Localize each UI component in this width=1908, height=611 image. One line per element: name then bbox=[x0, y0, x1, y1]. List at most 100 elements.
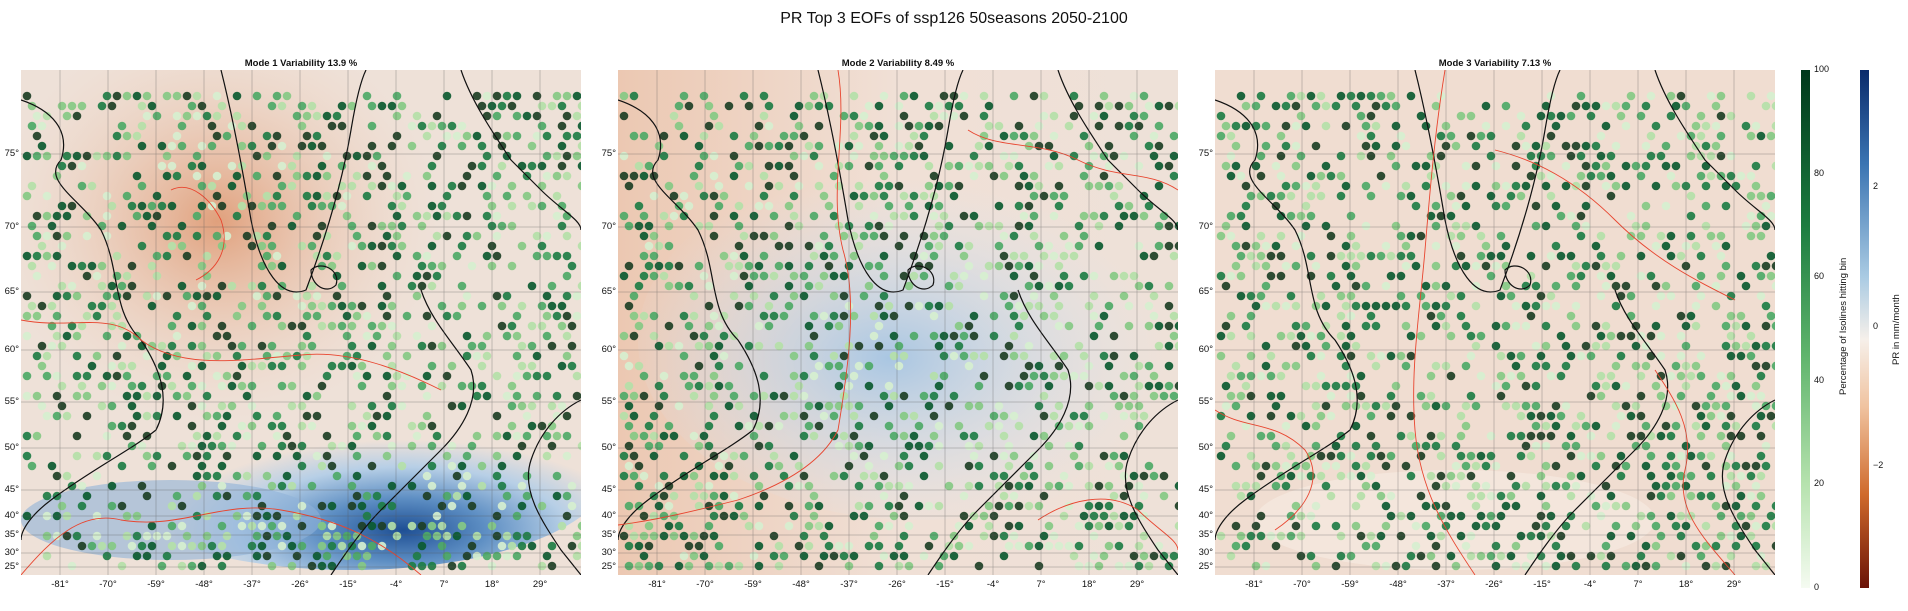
isoline-bin-dot bbox=[904, 281, 914, 291]
isoline-bin-dot bbox=[417, 561, 427, 571]
isoline-bin-dot bbox=[382, 411, 392, 421]
isoline-bin-dot bbox=[372, 491, 382, 501]
gridlines bbox=[21, 70, 581, 575]
isoline-bin-dot bbox=[769, 531, 779, 541]
isoline-bin-dot bbox=[1266, 271, 1276, 281]
isoline-bin-dot bbox=[654, 341, 664, 351]
isoline-bin-dot bbox=[944, 221, 954, 231]
isoline-bin-dot bbox=[492, 291, 502, 301]
isoline-bin-dot bbox=[1666, 111, 1676, 121]
isoline-bin-dot bbox=[297, 321, 307, 331]
isoline-bin-dot bbox=[1486, 271, 1496, 281]
isoline-bin-dot bbox=[1581, 221, 1591, 231]
isoline-bin-dot bbox=[999, 411, 1009, 421]
isoline-bin-dot bbox=[562, 131, 572, 141]
isoline-bin-dot bbox=[979, 371, 989, 381]
isoline-bin-dot bbox=[1606, 431, 1616, 441]
isoline-bin-dot bbox=[1094, 241, 1104, 251]
isoline-bin-dot bbox=[1591, 381, 1601, 391]
isoline-bin-dot bbox=[1491, 321, 1501, 331]
isoline-bin-dot bbox=[347, 181, 357, 191]
isoline-bin-dot bbox=[1771, 361, 1775, 371]
isoline-bin-dot bbox=[1541, 261, 1551, 271]
isoline-bin-dot bbox=[292, 211, 302, 221]
isoline-bin-dot bbox=[1291, 141, 1301, 151]
isoline-bin-dot bbox=[629, 131, 639, 141]
isoline-bin-dot bbox=[272, 131, 282, 141]
isoline-bin-dot bbox=[1366, 471, 1376, 481]
panel-title: Mode 2 Variability 8.49 % bbox=[841, 58, 955, 69]
isoline-bin-dot bbox=[1766, 271, 1775, 281]
isoline-bin-dot bbox=[22, 331, 32, 341]
isoline-bin-dot bbox=[502, 131, 512, 141]
isoline-bin-dot bbox=[1516, 131, 1526, 141]
isoline-bin-dot bbox=[1641, 561, 1651, 571]
isoline-bin-dot bbox=[42, 531, 52, 541]
isoline-bin-dot bbox=[1466, 391, 1476, 401]
isoline-bin-dot bbox=[1711, 101, 1721, 111]
isoline-bin-dot bbox=[72, 371, 82, 381]
isoline-bin-dot bbox=[664, 521, 674, 531]
isoline-bin-dot bbox=[1149, 291, 1159, 301]
isoline-bin-dot bbox=[854, 481, 864, 491]
isoline-bin-dot bbox=[492, 551, 502, 561]
isoline-bin-dot bbox=[362, 91, 372, 101]
isoline-bin-dot bbox=[674, 401, 684, 411]
isoline-bin-dot bbox=[894, 561, 904, 571]
isoline-bin-dot bbox=[182, 371, 192, 381]
isoline-bin-dot bbox=[784, 521, 794, 531]
isoline-bin-dot bbox=[1696, 371, 1706, 381]
isoline-bin-dot bbox=[654, 481, 664, 491]
isoline-bin-dot bbox=[1651, 241, 1661, 251]
isoline-bin-dot bbox=[1074, 421, 1084, 431]
isoline-bin-dot bbox=[644, 421, 654, 431]
isoline-bin-dot bbox=[1406, 431, 1416, 441]
isoline-bin-dot bbox=[52, 171, 62, 181]
isoline-bin-dot bbox=[769, 311, 779, 321]
isoline-bin-dot bbox=[1606, 151, 1616, 161]
isoline-bin-dot bbox=[1014, 421, 1024, 431]
isoline-bin-dot bbox=[644, 241, 654, 251]
isoline-bin-dot bbox=[1169, 131, 1178, 141]
isoline-bin-dot bbox=[1666, 451, 1676, 461]
isoline-bin-dot bbox=[577, 101, 581, 111]
isoline-bin-dot bbox=[879, 171, 889, 181]
isoline-bin-dot bbox=[1351, 501, 1361, 511]
isoline-bin-dot bbox=[1531, 281, 1541, 291]
isoline-bin-dot bbox=[342, 311, 352, 321]
isoline-bin-dot bbox=[1029, 271, 1039, 281]
isoline-bin-dot bbox=[1706, 151, 1716, 161]
isoline-bin-dot bbox=[909, 271, 919, 281]
isoline-bin-dot bbox=[879, 491, 889, 501]
isoline-bin-dot bbox=[929, 251, 939, 261]
isoline-bin-dot bbox=[187, 381, 197, 391]
isoline-bin-dot bbox=[1356, 371, 1366, 381]
isoline-bin-dot bbox=[407, 521, 417, 531]
isoline-bin-dot bbox=[512, 451, 522, 461]
isoline-bin-dot bbox=[517, 441, 527, 451]
isoline-bin-dot bbox=[1606, 191, 1616, 201]
isoline-bin-dot bbox=[1571, 101, 1581, 111]
isoline-bin-dot bbox=[784, 241, 794, 251]
isoline-bin-dot bbox=[1481, 521, 1491, 531]
isoline-bin-dot bbox=[317, 521, 327, 531]
isoline-bin-dot bbox=[1029, 231, 1039, 241]
isoline-bin-dot bbox=[437, 501, 447, 511]
isoline-bin-dot bbox=[689, 391, 699, 401]
isoline-bin-dot bbox=[1164, 361, 1174, 371]
isoline-bin-dot bbox=[1686, 231, 1696, 241]
isoline-bin-dot bbox=[1711, 541, 1721, 551]
isoline-bin-dot bbox=[312, 111, 322, 121]
lat-tick-label: 60° bbox=[1198, 344, 1213, 355]
isoline-bin-dot bbox=[1361, 481, 1371, 491]
isoline-bin-dot bbox=[1174, 101, 1178, 111]
isoline-bin-dot bbox=[1139, 111, 1149, 121]
isoline-bin-dot bbox=[1561, 361, 1571, 371]
isoline-bin-dot bbox=[734, 201, 744, 211]
isoline-bin-dot bbox=[1586, 351, 1596, 361]
isoline-bin-dot bbox=[287, 541, 297, 551]
isoline-bin-dot bbox=[1271, 541, 1281, 551]
isoline-bin-dot bbox=[749, 411, 759, 421]
isoline-bin-dot bbox=[1311, 181, 1321, 191]
isoline-bin-dot bbox=[312, 291, 322, 301]
